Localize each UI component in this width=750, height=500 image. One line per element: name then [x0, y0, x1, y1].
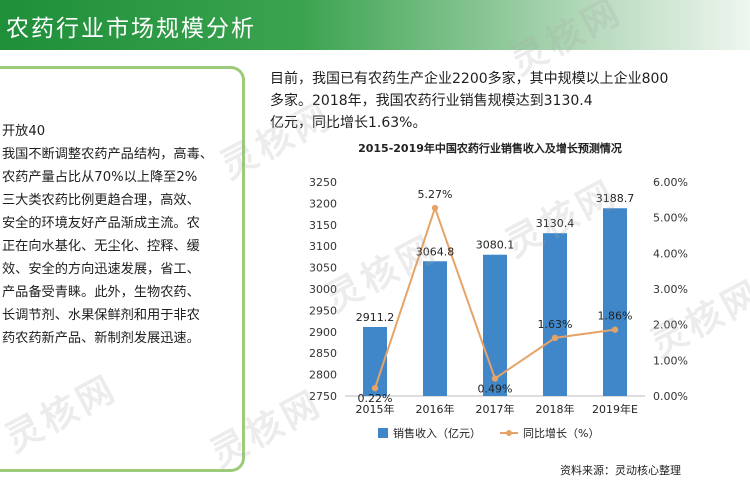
- growth-value-label: 5.27%: [418, 188, 453, 201]
- left-line: 药农药新产品、新制剂发展迅速。: [2, 331, 200, 346]
- left-line: 农药产量占比从70%以上降至2%: [2, 170, 198, 185]
- bar-value-label: 3080.1: [476, 239, 515, 252]
- growth-point: [371, 384, 379, 392]
- y-left-tick-label: 2800: [309, 369, 337, 382]
- y-right-tick-label: 6.00%: [653, 176, 688, 189]
- bar: [423, 261, 447, 396]
- growth-value-label: 0.49%: [478, 383, 513, 396]
- y-left-tick-label: 2850: [309, 347, 337, 360]
- x-tick-label: 2015年: [356, 402, 395, 416]
- growth-value-label: 0.22%: [358, 392, 393, 405]
- x-tick-label: 2016年: [416, 402, 455, 416]
- left-line: 我国不断调整农药产品结构，高毒、: [2, 147, 213, 162]
- intro-line: 目前，我国已有农药生产企业2200多家，其中规模以上企业800: [270, 71, 669, 87]
- left-text-panel: [0, 66, 245, 472]
- growth-value-label: 1.86%: [598, 310, 633, 323]
- intro-line: 多家。2018年，我国农药行业销售规模达到3130.4: [270, 93, 593, 109]
- legend-label-bar: 销售收入（亿元）: [393, 426, 481, 440]
- bar-value-label: 3130.4: [536, 217, 575, 230]
- bar: [483, 254, 507, 396]
- y-right-tick-label: 1.00%: [653, 354, 688, 367]
- growth-point: [491, 375, 499, 382]
- y-right-tick-label: 0.00%: [653, 390, 688, 403]
- y-left-tick-label: 3050: [309, 262, 337, 275]
- bar-value-label: 3188.7: [596, 192, 635, 205]
- left-line: 安全的环境友好产品渐成主流。农: [2, 216, 200, 231]
- growth-point: [611, 326, 619, 333]
- intro-line: 亿元，同比增长1.63%。: [270, 115, 427, 131]
- y-left-tick-label: 2750: [309, 390, 337, 403]
- y-right-tick-label: 2.00%: [653, 319, 688, 332]
- x-tick-label: 2017年: [476, 402, 515, 416]
- y-left-tick-label: 3250: [309, 176, 337, 189]
- legend-swatch-bar: [378, 428, 388, 438]
- y-right-tick-label: 4.00%: [653, 247, 688, 260]
- left-line: 产品备受青睐。此外，生物农药、: [2, 285, 200, 300]
- left-line: 开放40: [2, 124, 46, 139]
- bar-value-label: 2911.2: [356, 311, 395, 324]
- left-line: 长调节剂、水果保鲜剂和用于非农: [2, 308, 200, 323]
- growth-point: [431, 204, 439, 212]
- y-right-tick-label: 5.00%: [653, 212, 688, 225]
- legend-label-line: 同比增长（%）: [523, 426, 599, 440]
- legend-swatch-point: [506, 430, 512, 436]
- left-paragraph: 开放40 我国不断调整农药产品结构，高毒、 农药产量占比从70%以上降至2% 三…: [2, 120, 238, 350]
- y-left-tick-label: 2900: [309, 326, 337, 339]
- intro-paragraph: 目前，我国已有农药生产企业2200多家，其中规模以上企业800 多家。2018年…: [270, 68, 740, 134]
- chart-title: 2015-2019年中国农药行业销售收入及增长预测情况: [358, 142, 622, 155]
- x-tick-label: 2019年E: [592, 402, 638, 416]
- left-line: 三大类农药比例更趋合理，高效、: [2, 193, 200, 208]
- growth-point: [551, 334, 559, 342]
- bar: [603, 208, 627, 396]
- page-title: 农药行业市场规模分析: [6, 16, 256, 42]
- y-right-tick-label: 3.00%: [653, 283, 688, 296]
- y-left-tick-label: 2950: [309, 304, 337, 317]
- bar: [543, 233, 567, 396]
- growth-value-label: 1.63%: [538, 318, 573, 331]
- left-line: 正在向水基化、无尘化、控释、缓: [2, 239, 200, 254]
- source-note: 资料来源：灵动核心整理: [560, 464, 681, 477]
- bar-value-label: 3064.8: [416, 245, 455, 258]
- header-bar: 农药行业市场规模分析: [0, 0, 750, 50]
- y-left-tick-label: 3150: [309, 219, 337, 232]
- y-left-tick-label: 3000: [309, 283, 337, 296]
- y-left-tick-label: 3100: [309, 240, 337, 253]
- y-left-tick-label: 3200: [309, 197, 337, 210]
- x-tick-label: 2018年: [536, 402, 575, 416]
- left-line: 效、安全的方向迅速发展，省工、: [2, 262, 200, 277]
